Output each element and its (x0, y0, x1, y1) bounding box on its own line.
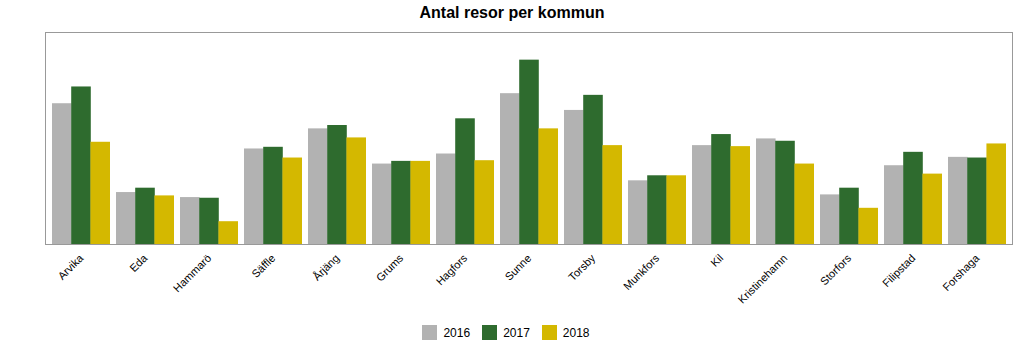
svg-text:Årjäng: Årjäng (310, 252, 341, 283)
svg-text:Säffle: Säffle (249, 252, 277, 280)
svg-text:Munkfors: Munkfors (621, 251, 662, 292)
svg-text:Eda: Eda (127, 251, 150, 274)
svg-text:Grums: Grums (374, 251, 406, 283)
svg-text:Forshaga: Forshaga (940, 251, 982, 293)
svg-text:Kristinehamn: Kristinehamn (736, 252, 790, 306)
svg-text:Hagfors: Hagfors (434, 251, 470, 287)
svg-text:Storfors: Storfors (818, 251, 854, 287)
svg-text:Filipstad: Filipstad (880, 252, 917, 289)
html-text:2017: 2017 (503, 325, 530, 340)
svg-text:Hammarö: Hammarö (171, 252, 214, 295)
svg-text:Kil: Kil (708, 252, 725, 269)
html-text:2016: 2016 (443, 325, 471, 340)
svg-text:Arvika: Arvika (55, 251, 86, 282)
svg-text:Sunne: Sunne (502, 252, 533, 283)
svg-text:Torsby: Torsby (566, 251, 598, 283)
html-text:2018: 2018 (562, 325, 590, 340)
html-text:Antal resor per kommun: Antal resor per kommun (419, 4, 605, 21)
